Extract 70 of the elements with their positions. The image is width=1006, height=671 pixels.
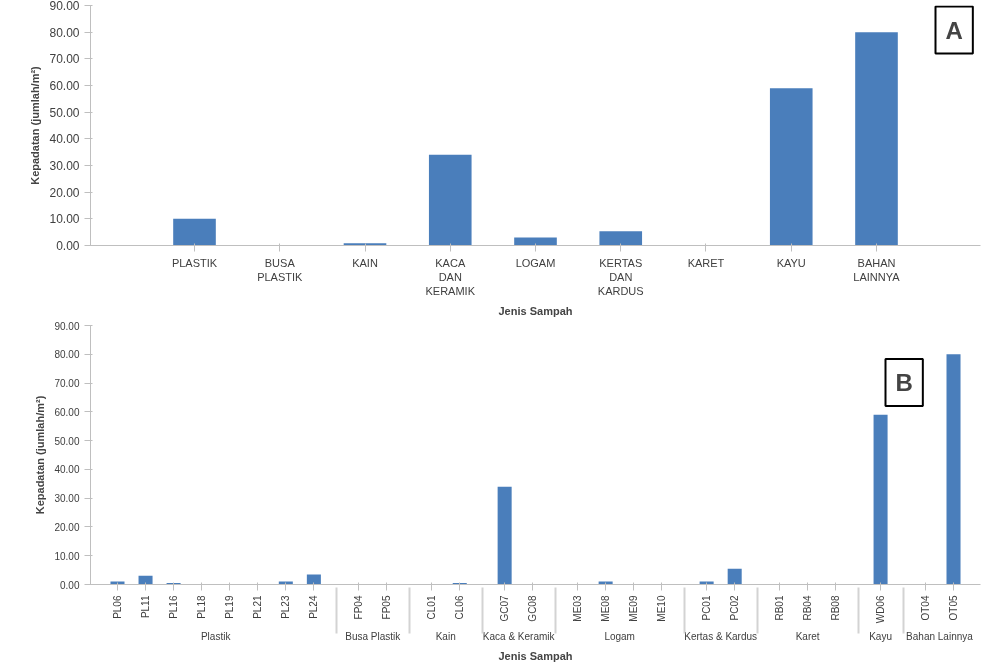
x-tick-label: ME09 xyxy=(628,595,640,622)
text: Plastik xyxy=(200,631,232,643)
y-tick-label: 40.00 xyxy=(54,464,80,476)
y-tick-label: 90.00 xyxy=(49,0,80,13)
x-tick-label: RB04 xyxy=(802,595,814,621)
text: B xyxy=(895,369,913,397)
y-tick-label: 30.00 xyxy=(54,493,80,505)
text: Kayu xyxy=(869,631,892,643)
text: Karet xyxy=(795,631,820,643)
x-tick-label: PL19 xyxy=(224,595,236,619)
x-tick-label: PL16 xyxy=(168,595,180,619)
x-tick-label: BUSA PLASTIK xyxy=(257,256,304,283)
x-tick-label: KAIN xyxy=(352,256,378,269)
text: Bahan Lainnya xyxy=(906,631,974,643)
x-tick-label: PL06 xyxy=(111,595,123,619)
y-axis-title: Kepadatan (jumlah/m²) xyxy=(34,395,47,515)
text: Busa Plastik xyxy=(345,631,402,643)
x-tick-label: PL24 xyxy=(308,595,320,619)
y-tick-label: 30.00 xyxy=(49,159,80,173)
text: Logam xyxy=(604,631,635,643)
y-tick-label: 10.00 xyxy=(54,550,80,562)
x-tick-label: PL23 xyxy=(280,595,292,619)
x-tick-label: BAHAN LAINNYA xyxy=(853,256,901,283)
x-tick-label: KACA DAN KERAMIK xyxy=(425,256,476,298)
x-tick-label: ME08 xyxy=(600,595,612,622)
x-tick-label: RB08 xyxy=(830,595,842,621)
y-tick-label: 70.00 xyxy=(54,378,80,390)
y-tick-label: 60.00 xyxy=(54,406,80,418)
y-tick-label: 10.00 xyxy=(49,212,80,227)
x-axis-title: Jenis Sampah xyxy=(498,650,573,663)
x-tick-label: RB01 xyxy=(774,595,786,621)
x-tick-label: CL06 xyxy=(454,595,466,620)
x-tick-label: ME10 xyxy=(656,595,668,622)
x-tick-label: GC08 xyxy=(527,595,539,622)
x-tick-label: FP05 xyxy=(381,595,393,620)
x-tick-label: PL18 xyxy=(196,595,208,619)
y-tick-label: 80.00 xyxy=(49,25,80,40)
y-tick-label: 20.00 xyxy=(49,185,80,200)
y-tick-label: 90.00 xyxy=(54,320,80,332)
y-axis-title: Kepadatan (jumlah/m²) xyxy=(29,65,42,185)
y-tick-label: 50.00 xyxy=(54,435,80,447)
x-tick-label: KERTAS DAN KARDUS xyxy=(597,256,644,298)
y-tick-label: 70.00 xyxy=(49,52,80,67)
y-tick-label: 20.00 xyxy=(54,521,80,533)
text: A xyxy=(945,16,963,44)
x-tick-label: GC07 xyxy=(499,595,511,622)
text: Kain xyxy=(435,631,456,643)
x-tick-label: WD06 xyxy=(875,595,887,624)
x-tick-label: OT04 xyxy=(919,595,931,621)
text: Kaca & Keramik xyxy=(482,631,556,643)
x-tick-label: PLASTIK xyxy=(171,256,218,269)
x-tick-label: LOGAM xyxy=(515,256,556,269)
x-tick-label: PC02 xyxy=(729,595,741,621)
y-tick-label: 60.00 xyxy=(49,79,80,93)
text: Kertas & Kardus xyxy=(684,631,758,643)
x-axis-title: Jenis Sampah xyxy=(498,305,573,318)
y-tick-label: 50.00 xyxy=(49,105,80,120)
x-tick-label: PL11 xyxy=(140,595,152,619)
x-tick-label: CL01 xyxy=(426,595,438,620)
x-tick-label: KARET xyxy=(687,256,725,269)
y-tick-label: 80.00 xyxy=(54,349,80,361)
x-tick-label: FP04 xyxy=(353,595,365,620)
x-tick-label: OT05 xyxy=(948,595,960,621)
y-tick-label: 40.00 xyxy=(49,132,80,147)
x-tick-label: KAYU xyxy=(776,256,806,269)
x-tick-label: PL21 xyxy=(252,595,264,619)
x-tick-label: PC01 xyxy=(701,595,713,621)
y-tick-label: 0.00 xyxy=(56,239,80,253)
y-tick-label: 0.00 xyxy=(60,579,80,591)
x-tick-label: ME03 xyxy=(572,595,584,622)
